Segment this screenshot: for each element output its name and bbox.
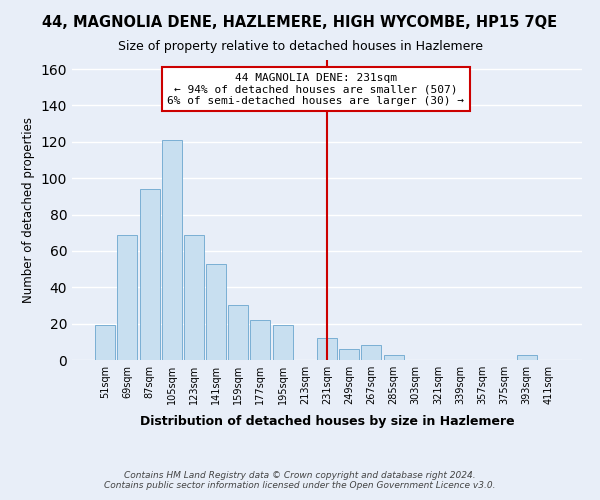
Bar — [140, 189, 160, 360]
Bar — [517, 354, 536, 360]
Y-axis label: Number of detached properties: Number of detached properties — [22, 117, 35, 303]
X-axis label: Distribution of detached houses by size in Hazlemere: Distribution of detached houses by size … — [140, 416, 514, 428]
Bar — [228, 306, 248, 360]
Bar — [118, 234, 137, 360]
Text: Size of property relative to detached houses in Hazlemere: Size of property relative to detached ho… — [118, 40, 482, 53]
Text: Contains HM Land Registry data © Crown copyright and database right 2024.
Contai: Contains HM Land Registry data © Crown c… — [104, 470, 496, 490]
Bar — [317, 338, 337, 360]
Bar — [206, 264, 226, 360]
Bar — [339, 349, 359, 360]
Bar — [250, 320, 271, 360]
Bar — [162, 140, 182, 360]
Bar — [383, 354, 404, 360]
Bar — [95, 326, 115, 360]
Bar — [184, 234, 204, 360]
Bar — [272, 326, 293, 360]
Text: 44 MAGNOLIA DENE: 231sqm
← 94% of detached houses are smaller (507)
6% of semi-d: 44 MAGNOLIA DENE: 231sqm ← 94% of detach… — [167, 72, 464, 106]
Text: 44, MAGNOLIA DENE, HAZLEMERE, HIGH WYCOMBE, HP15 7QE: 44, MAGNOLIA DENE, HAZLEMERE, HIGH WYCOM… — [43, 15, 557, 30]
Bar — [361, 346, 382, 360]
